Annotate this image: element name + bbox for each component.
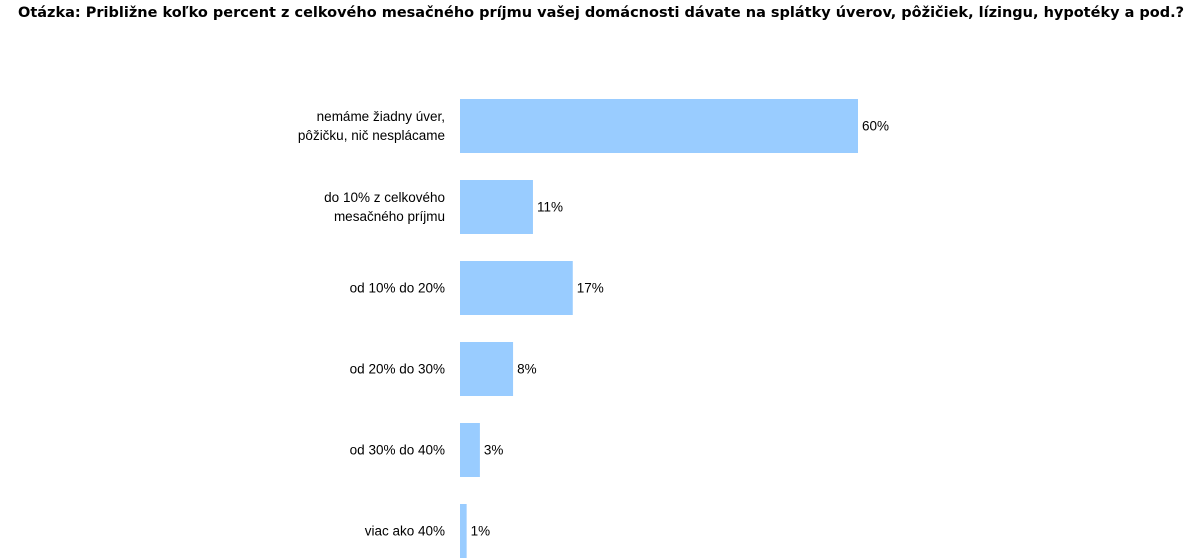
category-label-4-0: od 30% do 40%: [350, 443, 445, 458]
value-label-2: 17%: [577, 281, 604, 296]
category-label-1-1: mesačného príjmu: [334, 209, 445, 224]
bar-0: [460, 99, 858, 153]
bar-5: [460, 504, 467, 558]
category-label-0-1: pôžičku, nič nesplácame: [298, 128, 445, 143]
category-label-3-0: od 20% do 30%: [350, 362, 445, 377]
bar-2: [460, 261, 573, 315]
value-label-0: 60%: [862, 119, 889, 134]
bar-3: [460, 342, 514, 396]
value-label-4: 3%: [484, 443, 504, 458]
category-label-0-0: nemáme žiadny úver,: [317, 109, 445, 124]
question-title: Otázka: Približne koľko percent z celkov…: [18, 5, 1185, 21]
value-label-3: 8%: [517, 362, 537, 377]
bar-1: [460, 180, 533, 234]
category-label-5-0: viac ako 40%: [365, 524, 445, 539]
bar-4: [460, 423, 480, 477]
value-label-1: 11%: [537, 200, 563, 215]
value-label-5: 1%: [471, 524, 491, 539]
category-label-2-0: od 10% do 20%: [350, 281, 445, 296]
category-label-1-0: do 10% z celkového: [324, 190, 445, 205]
